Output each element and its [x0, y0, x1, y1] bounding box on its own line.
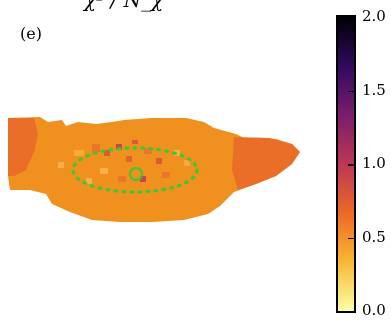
title-fragment: χ² / N_χ	[84, 0, 164, 12]
colorbar-tick-mark	[348, 311, 354, 313]
colorbar-tick-label: 0.0	[362, 301, 386, 319]
map-region-main	[8, 117, 300, 222]
colorbar-tick-mark	[348, 237, 354, 239]
colorbar-tick-label: 0.5	[362, 227, 386, 246]
colorbar-tick-mark	[348, 17, 354, 19]
inner-circle-overlay	[129, 167, 143, 181]
map-region-right	[232, 137, 300, 190]
dotted-ellipse-overlay	[71, 146, 199, 194]
colorbar-tick-mark	[348, 164, 354, 166]
colorbar-tick-label: 1.0	[362, 154, 386, 172]
colorbar-frame	[336, 15, 356, 313]
colorbar-tick-mark	[348, 90, 354, 92]
map-region-left	[8, 118, 38, 176]
panel-label: (e)	[20, 24, 42, 43]
colorbar-tick-label: 2.0	[362, 7, 386, 25]
colorbar-tick-label: 1.5	[362, 80, 386, 99]
map-core-blocks	[58, 140, 190, 184]
